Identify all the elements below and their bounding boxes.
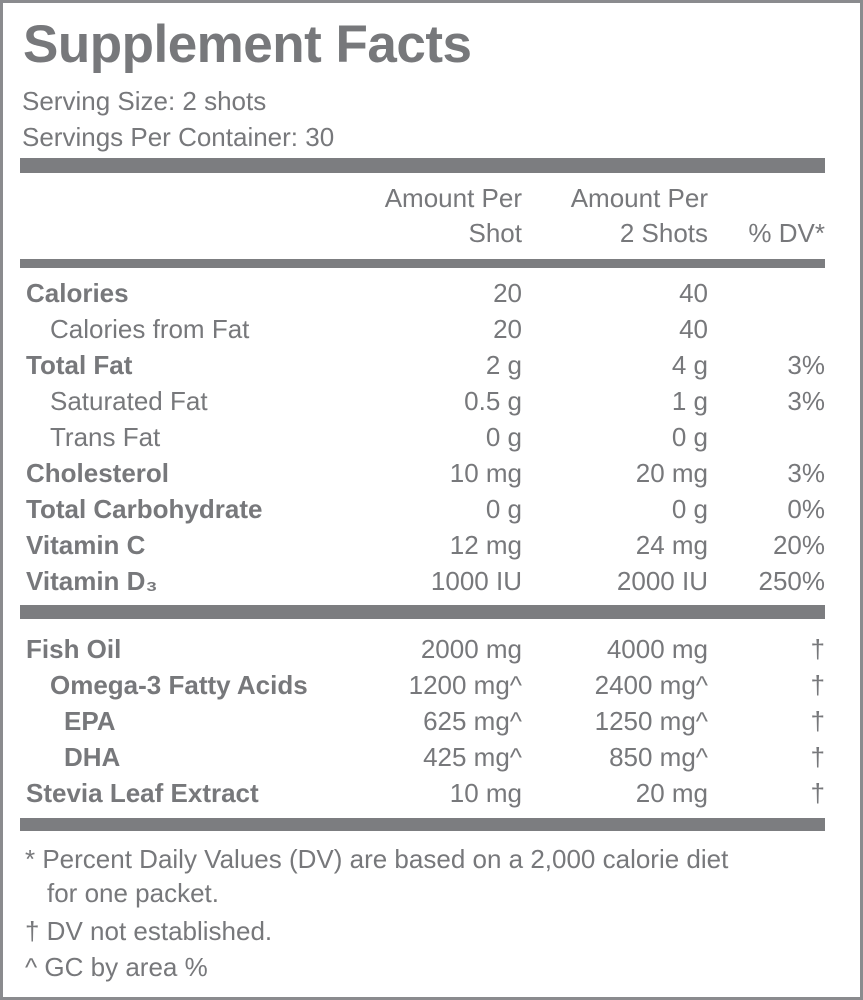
amount-per-shot: 1200 mg^ [408, 670, 522, 700]
table-row: Calories from Fat 20 40 [20, 311, 825, 347]
percent-dv: † [810, 742, 825, 772]
divider-thick [20, 818, 825, 831]
amount-per-2-shots: 20 mg [635, 778, 708, 808]
amount-per-shot: 425 mg^ [423, 742, 522, 772]
percent-dv: 3% [787, 386, 825, 416]
header-text: Amount Per [570, 183, 708, 213]
header-text: Amount Per [384, 183, 522, 213]
amount-per-2-shots: 0 g [671, 422, 708, 452]
amount-per-2-shots: 2000 IU [616, 566, 708, 596]
amount-per-shot: 20 [493, 278, 522, 308]
amount-per-2-shots: 1 g [671, 386, 708, 416]
table-row: Total Fat 2 g 4 g 3% [20, 347, 825, 383]
table-row: EPA 625 mg^ 1250 mg^ † [20, 703, 825, 739]
percent-dv: † [810, 706, 825, 736]
table-row: Saturated Fat 0.5 g 1 g 3% [20, 383, 825, 419]
table-row: Vitamin C 12 mg 24 mg 20% [20, 527, 825, 563]
table-row: Trans Fat 0 g 0 g [20, 419, 825, 455]
table-row: Calories 20 40 [20, 275, 825, 311]
divider-thick [20, 605, 825, 619]
footnote-dv: * Percent Daily Values (DV) are based on… [25, 844, 729, 874]
amount-per-2-shots: 40 [679, 278, 708, 308]
percent-dv: 3% [787, 350, 825, 380]
table-row: Fish Oil 2000 mg 4000 mg † [20, 631, 825, 667]
serving-size: Serving Size: 2 shots [22, 86, 267, 116]
amount-per-2-shots: 4 g [671, 350, 708, 380]
amount-per-2-shots: 20 mg [635, 458, 708, 488]
amount-per-shot: 12 mg [449, 530, 522, 560]
amount-per-2-shots: 24 mg [635, 530, 708, 560]
percent-dv: † [810, 778, 825, 808]
row-name: EPA [64, 706, 116, 736]
amount-per-shot: 2000 mg [420, 634, 522, 664]
header-text: 2 Shots [619, 218, 708, 248]
amount-per-shot: 10 mg [449, 458, 522, 488]
servings-per-container: Servings Per Container: 30 [22, 122, 335, 152]
percent-dv: † [810, 634, 825, 664]
amount-per-shot: 0 g [485, 494, 522, 524]
table-row: Omega-3 Fatty Acids 1200 mg^ 2400 mg^ † [20, 667, 825, 703]
amount-per-2-shots: 4000 mg [606, 634, 708, 664]
table-row: Stevia Leaf Extract 10 mg 20 mg † [20, 775, 825, 811]
divider-thick [20, 158, 825, 173]
amount-per-2-shots: 2400 mg^ [594, 670, 708, 700]
amount-per-shot: 20 [493, 314, 522, 344]
row-name: DHA [64, 742, 121, 772]
amount-per-shot: 2 g [485, 350, 522, 380]
percent-dv: 3% [787, 458, 825, 488]
percent-dv: † [810, 670, 825, 700]
row-name: Fish Oil [26, 634, 122, 664]
header-dv: % DV* [748, 218, 825, 248]
row-name: Total Carbohydrate [26, 494, 263, 524]
table-row: Cholesterol 10 mg 20 mg 3% [20, 455, 825, 491]
label-title: Supplement Facts [23, 15, 472, 74]
amount-per-2-shots: 0 g [671, 494, 708, 524]
row-name: Stevia Leaf Extract [26, 778, 259, 808]
footnote-dv-cont: for one packet. [47, 878, 219, 908]
percent-dv: 0% [787, 494, 825, 524]
amount-per-2-shots: 850 mg^ [609, 742, 708, 772]
amount-per-shot: 0 g [485, 422, 522, 452]
row-name: Saturated Fat [50, 386, 208, 416]
row-name: Cholesterol [26, 458, 170, 488]
footnote-dagger: † DV not established. [25, 916, 273, 946]
percent-dv: 20% [772, 530, 825, 560]
amount-per-shot: 10 mg [449, 778, 522, 808]
row-name: Calories from Fat [50, 314, 250, 344]
row-name: Omega-3 Fatty Acids [50, 670, 308, 700]
row-name: Vitamin C [26, 530, 146, 560]
table-row: DHA 425 mg^ 850 mg^ † [20, 739, 825, 775]
amount-per-shot: 1000 IU [430, 566, 522, 596]
row-name: Calories [26, 278, 129, 308]
percent-dv: 250% [758, 566, 826, 596]
row-name: Trans Fat [50, 422, 161, 452]
amount-per-2-shots: 1250 mg^ [594, 706, 708, 736]
amount-per-shot: 625 mg^ [423, 706, 522, 736]
divider-medium [20, 259, 825, 268]
table-row: Vitamin D₃ 1000 IU 2000 IU 250% [20, 563, 825, 599]
row-name: Total Fat [26, 350, 133, 380]
header-text: Shot [468, 218, 523, 248]
amount-per-2-shots: 40 [679, 314, 708, 344]
table-row: Total Carbohydrate 0 g 0 g 0% [20, 491, 825, 527]
amount-per-shot: 0.5 g [464, 386, 522, 416]
row-name: Vitamin D₃ [26, 566, 158, 596]
header-per-shot: Amount Per Shot [385, 181, 522, 251]
header-per-2-shots: Amount Per 2 Shots [571, 181, 708, 251]
footnote-caret: ^ GC by area % [25, 952, 208, 982]
